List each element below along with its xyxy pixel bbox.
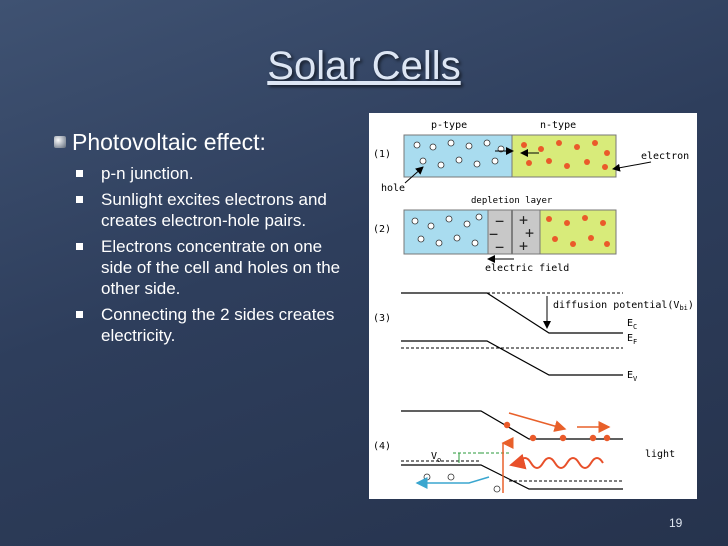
bullet-marker-icon — [54, 136, 66, 148]
bullet-list: Photovoltaic effect: p-n junction. Sunli… — [54, 127, 354, 351]
hole-label: hole — [381, 183, 405, 194]
sub-bullet: Electrons concentrate on one side of the… — [54, 236, 354, 299]
sub-bullet: p-n junction. — [54, 163, 354, 184]
sub-bullet: Connecting the 2 sides creates electrici… — [54, 304, 354, 346]
sub-bullet-text: Connecting the 2 sides creates electrici… — [101, 305, 335, 345]
conduction-band-line — [401, 292, 623, 334]
square-bullet-icon — [76, 311, 83, 318]
holes-group-1 — [413, 139, 505, 169]
valence-band-4 — [401, 464, 623, 490]
conduction-band-4 — [401, 410, 623, 440]
light-wave — [518, 457, 604, 469]
electrons-group-1 — [521, 140, 610, 170]
solar-cell-figure: p-type n-type (1) electron hole depletio… — [369, 113, 697, 499]
ef-label: EF — [627, 333, 637, 346]
electron-pointer — [612, 161, 652, 172]
holes-group-2 — [411, 213, 483, 247]
electric-field-label: electric field — [485, 263, 569, 274]
electron-flow-arrow — [508, 412, 567, 432]
svg-text:−: − — [489, 225, 498, 243]
diffusion-potential-label: diffusion potential(Vbi) — [553, 300, 694, 312]
depletion-frame — [487, 209, 541, 255]
svg-text:+: + — [519, 237, 528, 255]
step-2-label: (2) — [373, 224, 391, 235]
depletion-charges: − − − + + + — [489, 211, 534, 256]
electrons-group-2 — [546, 215, 610, 247]
band-diagram-svg: p-type n-type (1) electron hole depletio… — [373, 120, 694, 493]
vo-label: Vo — [431, 451, 441, 464]
page-number: 19 — [669, 516, 683, 530]
depletion-n-side — [512, 210, 540, 254]
valence-band-line — [401, 340, 623, 376]
electrons-group-4 — [503, 421, 611, 442]
svg-text:+: + — [525, 224, 534, 242]
n-region-2 — [539, 209, 617, 255]
light-arrow — [509, 453, 527, 470]
square-bullet-icon — [76, 170, 83, 177]
main-bullet-text: Photovoltaic effect: — [72, 129, 266, 155]
hole-pointer — [404, 166, 424, 184]
sub-bullet-text: Sunlight excites electrons and creates e… — [101, 190, 327, 230]
p-type-label: p-type — [431, 120, 467, 131]
n-type-label: n-type — [540, 120, 576, 131]
main-bullet: Photovoltaic effect: — [54, 127, 354, 157]
light-label: light — [645, 449, 675, 460]
hole-flow-arrow — [415, 476, 490, 489]
square-bullet-icon — [76, 243, 83, 250]
slide-title: Solar Cells — [267, 44, 461, 88]
depletion-layer-label: depletion layer — [471, 196, 553, 206]
step-3-label: (3) — [373, 313, 391, 324]
p-region-2 — [403, 209, 489, 255]
sub-bullet-text: p-n junction. — [101, 164, 194, 183]
svg-text:+: + — [519, 211, 528, 229]
n-region-1 — [511, 134, 617, 178]
sub-bullet-text: Electrons concentrate on one side of the… — [101, 237, 341, 298]
step-1-label: (1) — [373, 149, 391, 160]
electron-label: electron — [641, 151, 689, 162]
ev-label: EV — [627, 370, 638, 383]
sub-bullet: Sunlight excites electrons and creates e… — [54, 189, 354, 231]
depletion-p-side — [488, 210, 512, 254]
square-bullet-icon — [76, 196, 83, 203]
p-region-1 — [403, 134, 513, 178]
svg-text:−: − — [495, 212, 504, 230]
step-4-label: (4) — [373, 441, 391, 452]
ec-label: EC — [627, 318, 637, 331]
svg-text:−: − — [495, 238, 504, 256]
